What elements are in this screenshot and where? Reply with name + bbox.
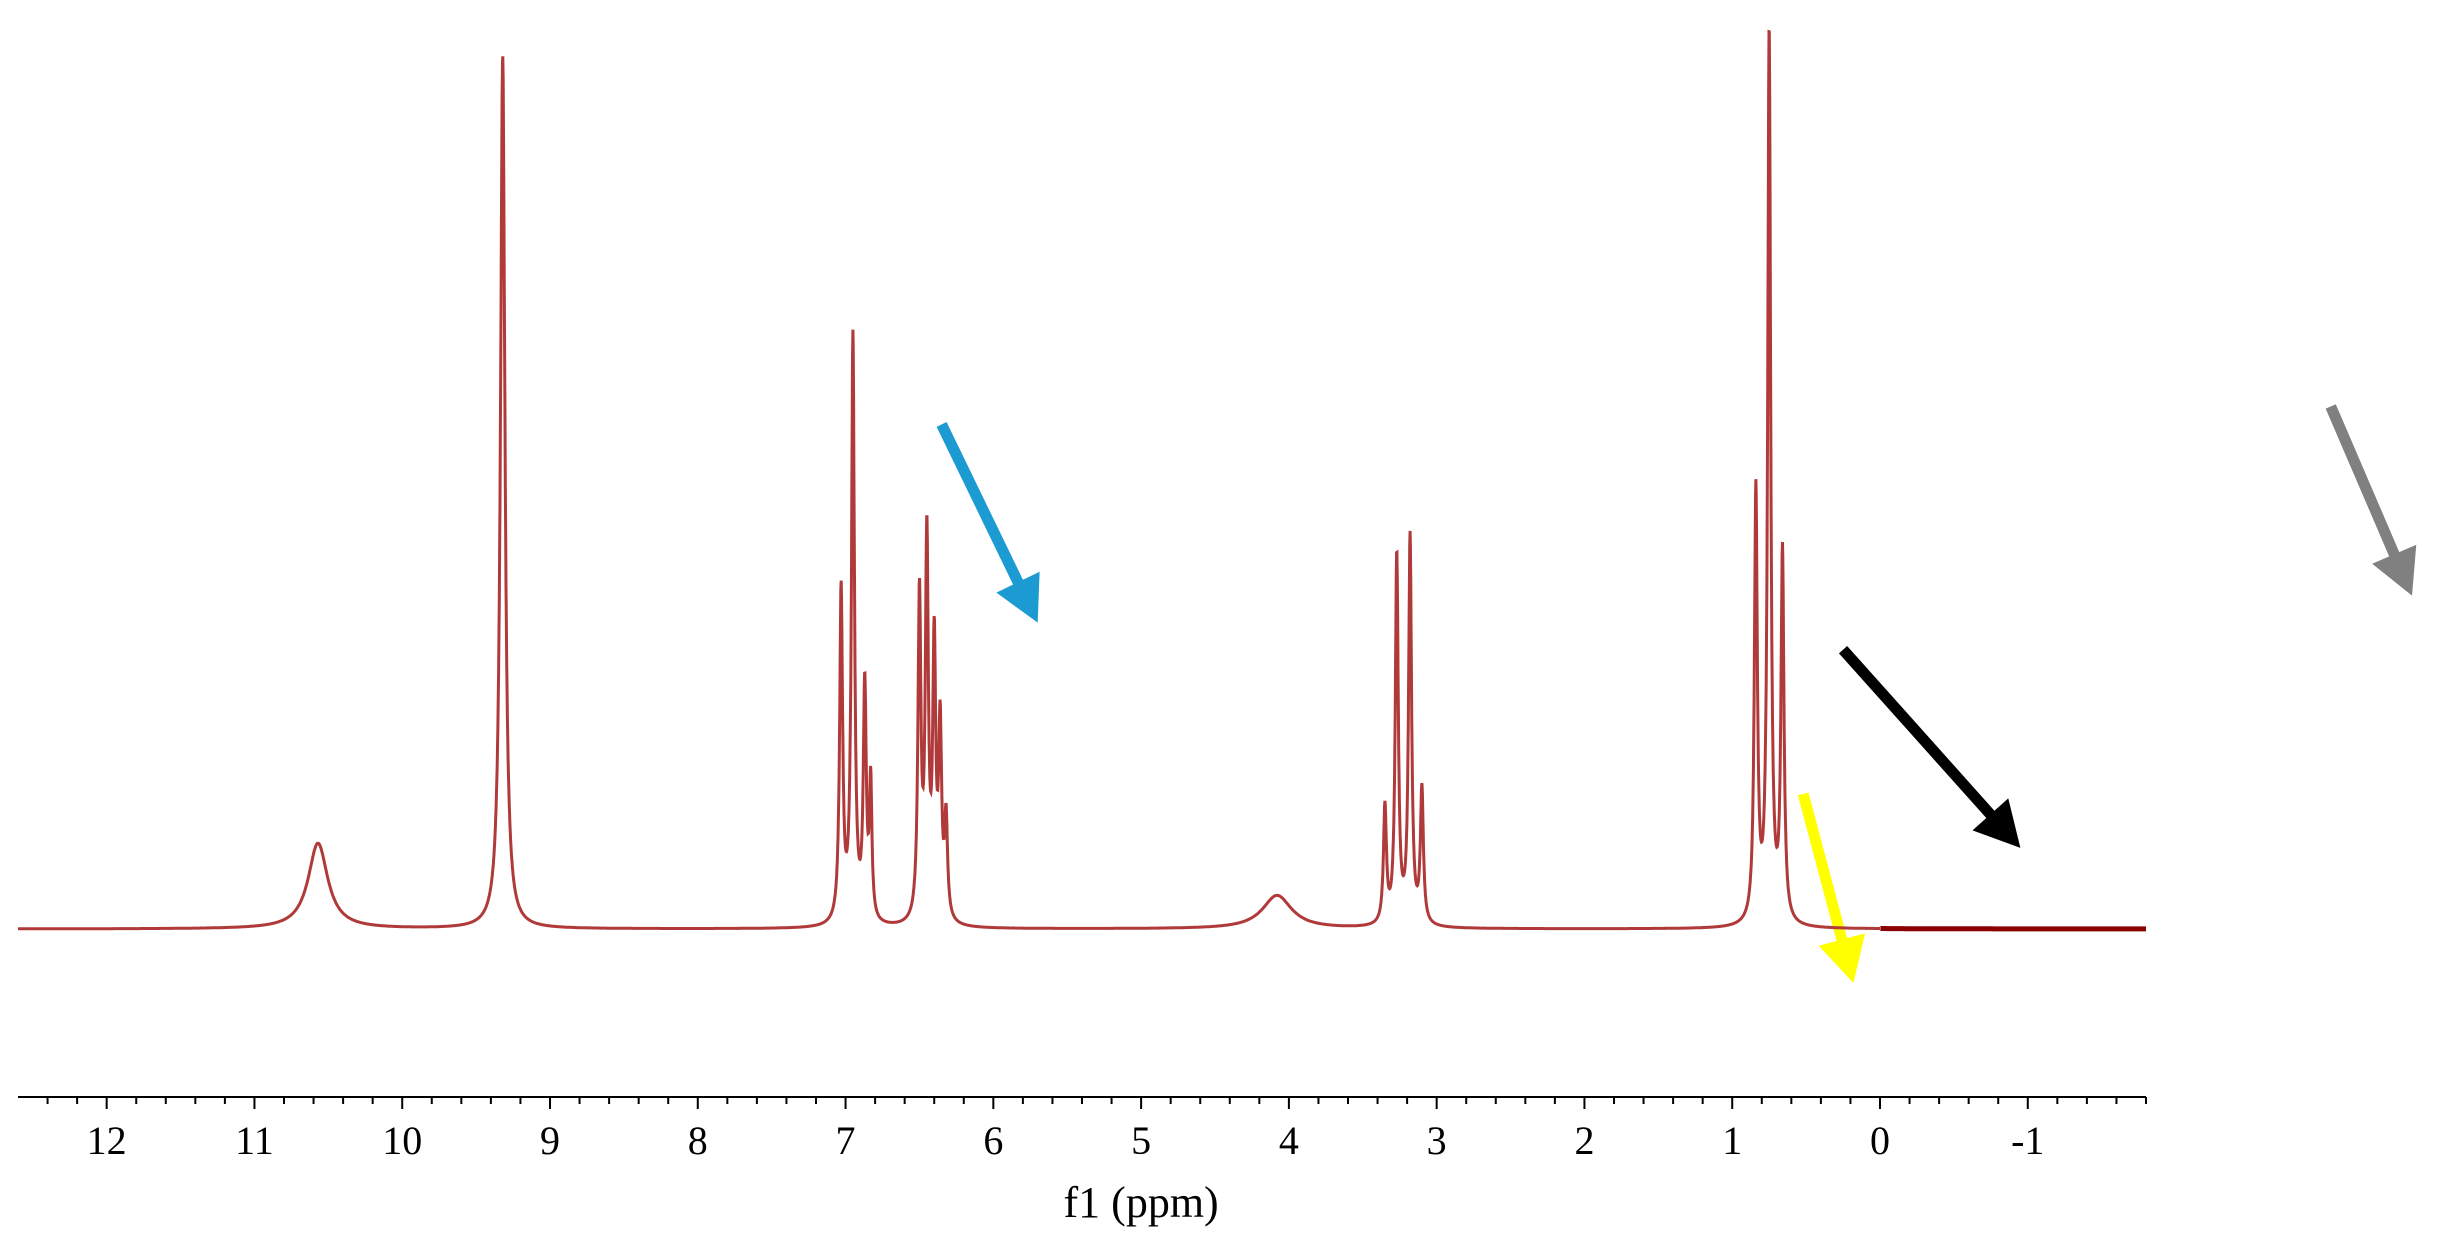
annotation-arrow: [936, 422, 1040, 623]
x-tick-label: 1: [1722, 1118, 1742, 1163]
annotation-arrow: [1838, 646, 2021, 848]
annotation-arrow: [1797, 792, 1866, 984]
x-tick-label: 11: [235, 1118, 274, 1163]
x-tick-label: -1: [2011, 1118, 2044, 1163]
x-tick-label: 2: [1574, 1118, 1594, 1163]
x-tick-label: 7: [836, 1118, 856, 1163]
x-tick-label: 5: [1131, 1118, 1151, 1163]
x-tick-label: 12: [87, 1118, 127, 1163]
x-axis-title: f1 (ppm): [1064, 1178, 1219, 1227]
arrow-annotations: [936, 404, 2417, 984]
x-axis-ticks: 12 11 10 9 8 7 6 5 4 3 2 1 0 -1: [46, 1097, 2147, 1163]
annotation-arrow: [2325, 404, 2417, 596]
x-tick-label: 3: [1427, 1118, 1447, 1163]
x-tick-label: 9: [540, 1118, 560, 1163]
x-tick-label: 4: [1279, 1118, 1299, 1163]
x-tick-label: 10: [382, 1118, 422, 1163]
x-tick-label: 8: [688, 1118, 708, 1163]
x-tick-label: 6: [983, 1118, 1003, 1163]
spectrum-line: [18, 29, 1880, 931]
x-tick-label: 0: [1870, 1118, 1890, 1163]
